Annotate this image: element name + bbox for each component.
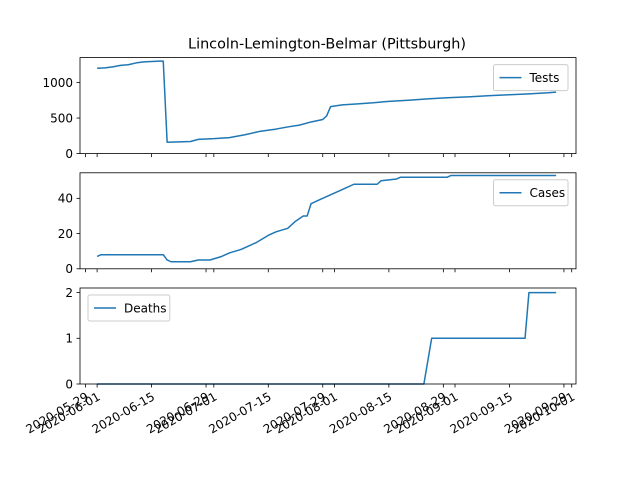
- axes-frame: [79, 57, 577, 154]
- legend-box: [493, 64, 569, 92]
- legend: Cases: [493, 179, 569, 207]
- legend: Tests: [493, 64, 569, 92]
- legend: Deaths: [87, 294, 171, 322]
- legend-box: [493, 179, 569, 207]
- panel-1: 0 500 1000 Tests: [42, 57, 577, 161]
- y-tick-label: 500: [50, 111, 73, 125]
- y-tick-label: 0: [65, 262, 73, 276]
- y-tick-label: 1000: [42, 76, 73, 90]
- series-line-tests: [97, 60, 557, 143]
- y-tick-label: 0: [65, 377, 73, 391]
- legend-label: Tests: [529, 71, 560, 85]
- y-tick-label: 0: [65, 147, 73, 161]
- y-tick-label: 1: [65, 332, 73, 346]
- legend-label: Cases: [530, 186, 566, 200]
- legend-label: Deaths: [124, 301, 167, 315]
- panel-2: 0 20 40 Cases: [58, 172, 577, 276]
- axes-frame: [79, 172, 577, 270]
- legend-box: [87, 294, 171, 322]
- chart-title: Lincoln-Lemington-Belmar (Pittsburgh): [188, 37, 466, 53]
- y-tick-label: 2: [65, 286, 73, 300]
- y-tick-label: 40: [58, 192, 73, 206]
- y-tick-label: 20: [58, 227, 73, 241]
- series-line-cases: [96, 174, 557, 263]
- axes-frame: [79, 287, 577, 385]
